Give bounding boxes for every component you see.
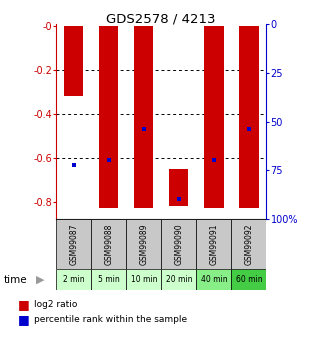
Text: 10 min: 10 min [131,275,157,284]
Text: time: time [3,275,27,285]
Bar [231,269,266,290]
Text: GSM99089: GSM99089 [139,223,148,265]
Bar [134,26,153,208]
Text: 60 min: 60 min [236,275,262,284]
Text: GSM99087: GSM99087 [69,223,78,265]
Text: GSM99092: GSM99092 [244,223,253,265]
Bar [126,269,161,290]
Text: log2 ratio: log2 ratio [34,300,77,309]
Bar [161,269,196,290]
Text: 2 min: 2 min [63,275,84,284]
Bar [161,219,196,269]
Text: ■: ■ [18,313,30,326]
Bar [169,169,188,206]
Bar [91,269,126,290]
Bar [239,26,258,208]
Text: ■: ■ [18,298,30,311]
Text: 5 min: 5 min [98,275,120,284]
Bar [231,219,266,269]
Bar [91,219,126,269]
Bar [126,219,161,269]
Text: GDS2578 / 4213: GDS2578 / 4213 [106,12,215,25]
Text: GSM99088: GSM99088 [104,224,113,265]
Text: GSM99091: GSM99091 [209,223,218,265]
Text: percentile rank within the sample: percentile rank within the sample [34,315,187,324]
Text: GSM99090: GSM99090 [174,223,183,265]
Bar [204,26,223,208]
Bar [99,26,118,208]
Bar [196,269,231,290]
Bar [56,269,91,290]
Bar [196,219,231,269]
Text: 20 min: 20 min [166,275,192,284]
Bar [64,26,83,96]
Text: 40 min: 40 min [201,275,227,284]
Text: ▶: ▶ [36,275,44,285]
Bar [56,219,91,269]
